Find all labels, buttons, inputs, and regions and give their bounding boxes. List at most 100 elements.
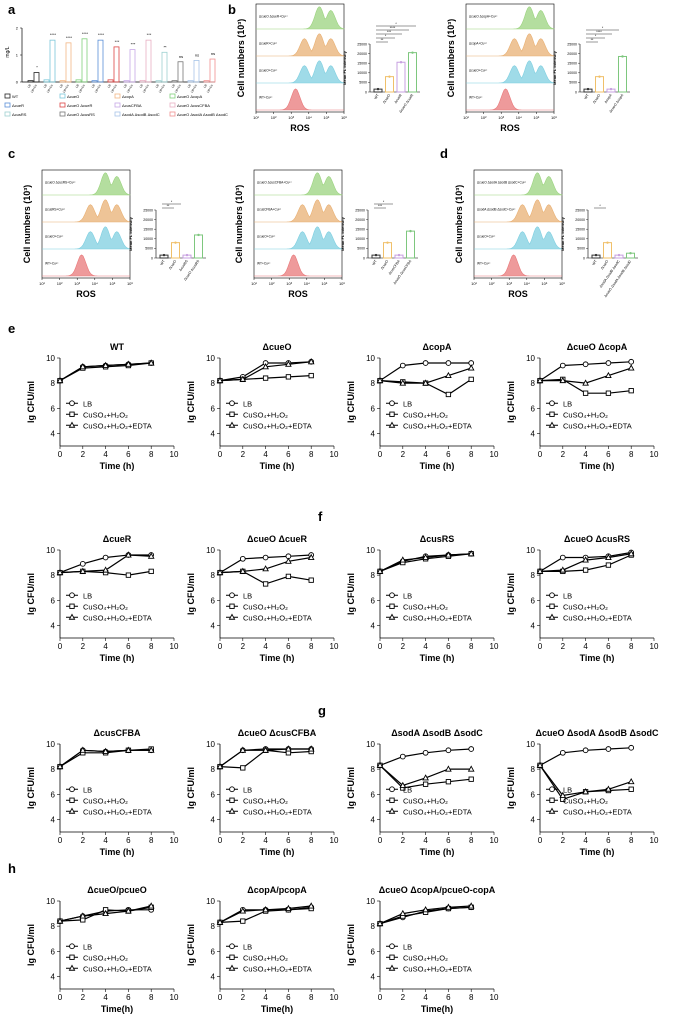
growth-chart-13-ylabel: lg CFU/ml [186, 924, 196, 966]
growth-chart-14-point-edta [467, 902, 475, 909]
flow-c2-bar-category: WT [371, 259, 378, 266]
panel-a-legend-label: ΔcueO ΔcopA [177, 94, 202, 99]
growth-chart-12-xtick-label: 10 [170, 993, 179, 1002]
growth-chart-9-xtick-label: 6 [286, 836, 291, 845]
panel-a-legend-swatch [4, 102, 11, 108]
flow-b1-bar-ytick-label: 5000 [359, 81, 367, 85]
growth-chart-3-legend-marker [549, 411, 555, 417]
growth-chart-2-xtick-label: 2 [401, 450, 406, 459]
growth-chart-11-legend-label: LB [563, 785, 572, 794]
growth-chart-5-ylabel: lg CFU/ml [186, 573, 196, 615]
flow-c1-bar-ytick-label: 15000 [143, 228, 153, 232]
panel-label-d: d [440, 146, 448, 161]
flow-c1-histogram [42, 172, 131, 196]
growth-chart-11-ytick-label: 4 [531, 815, 536, 824]
flow-b1-bar-ylabel: Mean FL intensity [342, 50, 347, 84]
growth-chart-7-point-edta [536, 567, 544, 574]
growth-chart-5-legend-label: CuSO₄+H₂O₂+EDTA [243, 613, 312, 622]
growth-chart-11-ytick-label: 6 [531, 790, 536, 799]
growth-chart-7-point-edta [582, 556, 589, 563]
panel-a-legend-swatch [169, 111, 176, 117]
flow-b1-bar [396, 61, 406, 93]
growth-chart-7-ytick-label: 8 [531, 571, 536, 580]
growth-chart-2-point-edta [376, 376, 384, 384]
growth-chart-14-xlabel: Time(h) [421, 1004, 453, 1014]
growth-chart-6-xtick-label: 6 [446, 642, 451, 651]
growth-chart-5-legend-marker [229, 603, 235, 609]
flow-b1-sig: * [385, 34, 387, 38]
growth-chart-4-xtick-label: 6 [126, 642, 131, 651]
growth-chart-1-xtick-label: 10 [330, 450, 339, 459]
panel-a-bar-label: LB [123, 84, 128, 89]
growth-chart-0-legend-label: LB [83, 399, 92, 408]
panel-a-bar [193, 60, 200, 83]
growth-chart-8-point-edta [56, 762, 64, 770]
growth-chart-1-point-cu [308, 372, 314, 379]
growth-chart-8-ytick-label: 4 [51, 815, 56, 824]
growth-chart-3-xtick-label: 8 [629, 450, 634, 459]
growth-chart-4-ytick-label: 4 [51, 621, 56, 630]
growth-chart-9-ytick-label: 8 [211, 765, 216, 774]
growth-chart-3-point-lb [559, 362, 566, 369]
growth-chart-4-ylabel: lg CFU/ml [26, 573, 36, 615]
growth-chart-13-point-edta [262, 906, 269, 913]
flow-b1-bar-point [388, 75, 391, 78]
growth-chart-4-legend-marker [69, 592, 75, 599]
growth-chart-8: ΔcusCFBA 4 6 8 10 0 2 4 6 8 10 Time (h) lg CFU/ml LB C… [26, 728, 179, 857]
growth-chart-1-xtick-label: 2 [241, 450, 246, 459]
growth-chart-2-point-edta [445, 371, 452, 379]
growth-chart-5-xtick-label: 4 [263, 642, 268, 651]
growth-chart-12-point-edta [102, 909, 109, 917]
panel-a-bar-label: LB [59, 84, 64, 89]
growth-chart-6-point-edta [445, 551, 452, 558]
growth-chart-0-ytick-label: 10 [46, 354, 55, 363]
growth-chart-5-xlabel: Time (h) [260, 653, 295, 663]
flow-b1-ylabel: Cell numbers (10³) [236, 19, 246, 98]
flow-c1-track-label: WT+Cu²⁺ [45, 262, 59, 266]
growth-chart-9-ytick-label: 4 [211, 815, 216, 824]
panel-a-bar [113, 46, 120, 83]
panel-a-bar-label: LB [203, 84, 208, 89]
growth-chart-7-point-edta [605, 553, 612, 560]
flow-c1-xlabel: ROS [76, 289, 96, 299]
growth-chart-3-legend-label: CuSO₄+H₂O₂+EDTA [563, 421, 632, 430]
growth-chart-1-legend-marker [228, 421, 236, 428]
panel-a-legend-label: ΔcusRS [12, 112, 27, 117]
growth-chart-13-legend-marker [229, 954, 235, 960]
flow-b1-histogram [256, 6, 345, 30]
flow-b1-track-label: ΔcueR+Cu²⁺ [259, 42, 278, 46]
growth-chart-8-point-edta [79, 746, 87, 753]
growth-chart-10-point-cu [468, 776, 474, 782]
growth-chart-12-xtick-label: 8 [149, 993, 154, 1002]
flow-d1-xtick-label: 10⁵ [541, 281, 547, 286]
flow-b2-xtick-label: 10⁵ [533, 115, 539, 120]
flow-d1-bar-ytick-label: 0 [583, 256, 585, 260]
growth-chart-6-title: ΔcusRS [420, 534, 454, 544]
flow-b2-bar-point [598, 75, 601, 78]
growth-chart-13-xtick-label: 2 [241, 993, 246, 1002]
panel-label-g: g [318, 703, 326, 718]
growth-chart-0-ytick-label: 8 [51, 379, 56, 388]
growth-chart-7-ytick-label: 4 [531, 621, 536, 630]
flow-b2-bar [618, 55, 627, 93]
growth-chart-1: ΔcueO 4 6 8 10 0 2 4 6 8 10 Time (h) lg CFU/ml LB CuSO… [186, 342, 339, 471]
growth-chart-0-point-edta [56, 376, 64, 384]
growth-chart-7-point-lb [559, 554, 566, 561]
flow-b2-sig: ** [591, 38, 594, 42]
growth-chart-7-legend-marker [548, 613, 556, 620]
growth-chart-13-title: ΔcopA/pcopA [247, 885, 307, 895]
growth-chart-4-xtick-label: 8 [149, 642, 154, 651]
growth-chart-11-ytick-label: 8 [531, 765, 536, 774]
growth-chart-10-ylabel: lg CFU/ml [346, 767, 356, 809]
growth-chart-2-xtick-label: 0 [378, 450, 383, 459]
panel-a-bar-label: LB [27, 84, 32, 89]
growth-chart-8-point-edta [147, 746, 155, 753]
growth-chart-4-point-cu [125, 572, 132, 578]
growth-chart-8-point-edta [125, 746, 132, 753]
flow-b2-sig: * [602, 26, 604, 30]
growth-chart-13-legend-marker [229, 943, 235, 950]
growth-chart-8-legend-marker [68, 807, 76, 814]
growth-chart-9-xlabel: Time (h) [260, 847, 295, 857]
growth-chart-12-xtick-label: 2 [81, 993, 86, 1002]
growth-chart-2-legend-label: CuSO₄+H₂O₂+EDTA [403, 421, 472, 430]
